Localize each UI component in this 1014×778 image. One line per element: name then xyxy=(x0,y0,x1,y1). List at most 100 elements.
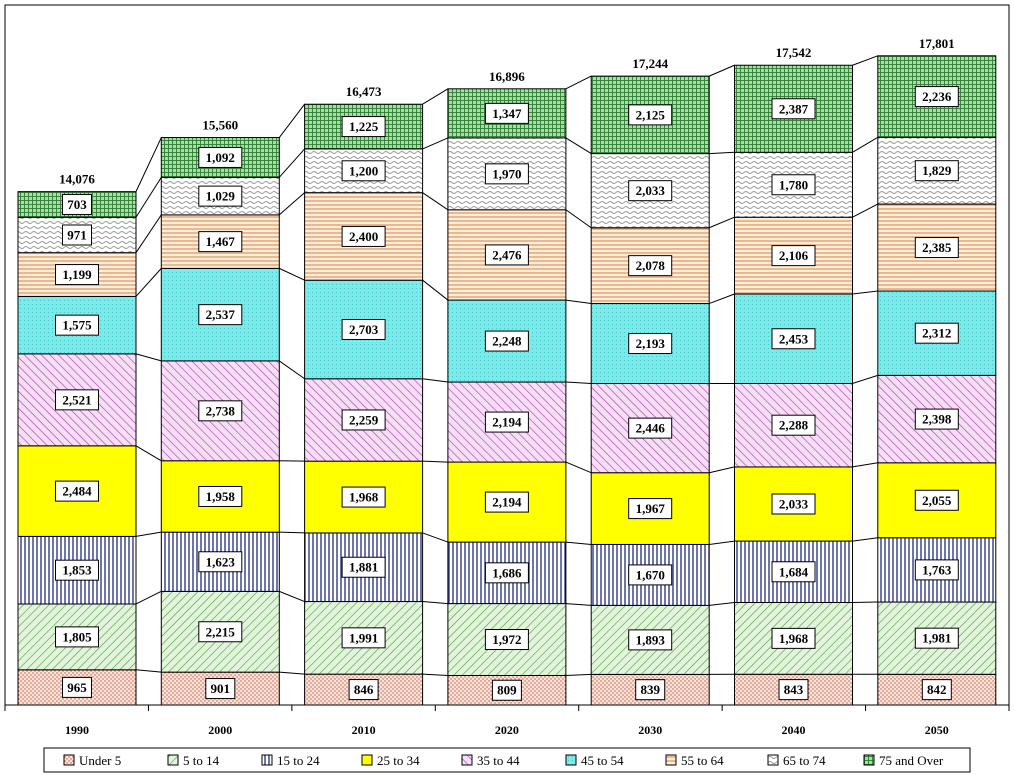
segment-labels: 965 1,805 1,853 2,484 2,521 1,575 1,199 971 703 9… xyxy=(55,86,959,701)
value-label-box xyxy=(771,561,816,583)
value-label: 2,398 xyxy=(922,412,952,427)
connector-lines xyxy=(135,55,879,676)
value-label-box xyxy=(628,255,673,277)
value-label-box xyxy=(771,414,816,436)
value-label-box xyxy=(771,245,816,267)
value-label-box xyxy=(914,627,959,649)
value-label-box xyxy=(628,417,673,439)
value-label: 2,236 xyxy=(922,89,952,104)
value-label: 1,893 xyxy=(636,632,666,647)
value-label-box xyxy=(484,562,529,584)
connector-line xyxy=(709,216,735,229)
value-label: 846 xyxy=(354,682,374,697)
connector-line xyxy=(709,466,735,474)
value-label: 2,194 xyxy=(492,415,522,430)
value-label-box xyxy=(62,224,92,246)
value-label-box xyxy=(914,237,959,259)
value-label: 2,125 xyxy=(636,107,666,122)
connector-line xyxy=(278,192,305,216)
connector-line xyxy=(422,88,449,105)
value-label-box xyxy=(628,180,673,202)
legend-swatch-under-5 xyxy=(63,754,75,766)
connector-line xyxy=(422,532,449,543)
value-label: 839 xyxy=(640,682,660,697)
connector-line xyxy=(279,267,305,281)
value-label: 2,446 xyxy=(636,421,666,436)
value-label-box xyxy=(341,409,386,431)
connector-line xyxy=(565,603,592,606)
legend-swatch-15-to-24 xyxy=(261,754,273,766)
total-label: 17,244 xyxy=(632,56,668,71)
bars-group xyxy=(17,55,997,706)
legend-label: 45 to 54 xyxy=(581,753,624,768)
value-label-box xyxy=(628,564,673,586)
value-label: 1,972 xyxy=(492,632,521,647)
value-label: 843 xyxy=(784,682,804,697)
value-label-box xyxy=(771,174,816,196)
total-label: 17,801 xyxy=(919,36,955,51)
connector-line xyxy=(709,540,735,545)
value-label: 2,055 xyxy=(922,493,952,508)
value-label: 1,575 xyxy=(62,318,92,333)
connector-line xyxy=(278,103,305,138)
value-label: 1,829 xyxy=(922,163,952,178)
value-label-box xyxy=(55,559,99,581)
value-label: 2,703 xyxy=(349,322,379,337)
value-label: 1,199 xyxy=(62,267,92,282)
connector-line xyxy=(852,462,878,468)
connector-line xyxy=(135,353,162,362)
value-label-box xyxy=(771,328,816,350)
total-label: 17,542 xyxy=(776,45,812,60)
value-label: 2,078 xyxy=(636,258,666,273)
connector-line xyxy=(135,590,162,605)
value-label: 2,106 xyxy=(779,248,809,263)
legend-label: 65 to 74 xyxy=(783,753,826,768)
connector-line xyxy=(135,669,162,673)
connector-line xyxy=(422,137,449,150)
value-label: 2,033 xyxy=(636,183,666,198)
connector-line xyxy=(279,671,305,675)
value-label: 2,476 xyxy=(492,247,522,262)
value-label-box xyxy=(914,160,959,182)
value-label: 2,259 xyxy=(349,412,379,427)
connector-line xyxy=(422,460,448,463)
value-label-box xyxy=(484,244,529,266)
value-label-box xyxy=(484,411,529,433)
connector-line xyxy=(135,137,162,192)
value-label-box xyxy=(628,104,673,126)
connector-line xyxy=(852,374,878,384)
value-label: 1,968 xyxy=(349,490,379,505)
value-label: 2,288 xyxy=(779,418,809,433)
value-label-box xyxy=(55,480,99,502)
value-label-box xyxy=(914,408,959,430)
connector-line xyxy=(565,673,592,676)
value-label-box xyxy=(771,493,816,515)
connector-line xyxy=(565,541,592,545)
value-label: 2,312 xyxy=(922,326,951,341)
value-label: 2,400 xyxy=(349,229,378,244)
connector-line xyxy=(135,177,162,218)
connector-line xyxy=(135,531,162,537)
value-label-box xyxy=(55,264,99,286)
value-label-box xyxy=(55,389,99,411)
total-label: 14,076 xyxy=(59,172,95,187)
connector-line xyxy=(709,601,735,606)
value-label-box xyxy=(198,551,243,573)
value-label: 1,225 xyxy=(349,119,379,134)
value-label: 1,347 xyxy=(492,106,522,121)
value-label: 1,780 xyxy=(779,177,808,192)
legend-box xyxy=(43,747,971,773)
connector-line xyxy=(135,214,162,253)
value-label-box xyxy=(484,163,529,185)
legend-swatch-45-to-54 xyxy=(565,754,577,766)
legend-swatch-55-to-64 xyxy=(665,754,677,766)
value-label: 1,968 xyxy=(779,631,809,646)
value-label: 2,033 xyxy=(779,496,809,511)
x-axis: 1990 2000 2010 2020 2030 2040 2050 xyxy=(4,705,1010,737)
value-label: 2,385 xyxy=(922,240,952,255)
value-label: 1,981 xyxy=(922,631,951,646)
value-label: 2,248 xyxy=(492,334,522,349)
value-label: 2,484 xyxy=(62,484,92,499)
x-tick-label: 2050 xyxy=(925,723,949,737)
